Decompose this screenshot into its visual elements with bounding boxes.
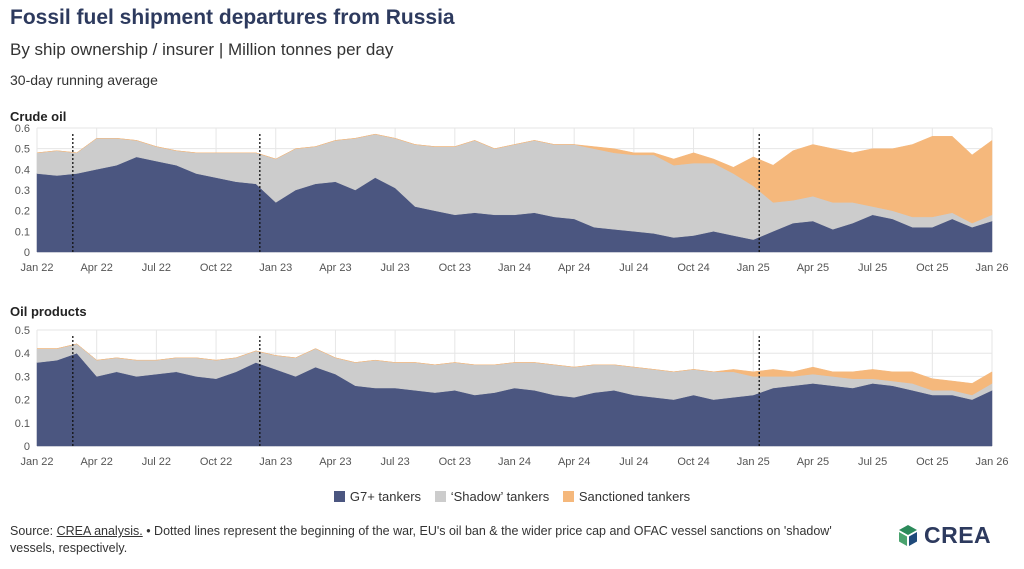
crude-chart: Jan 22 Apr 22 Jul 22 Oct 22 Jan 23 Apr 23 Jul … xyxy=(15,123,1009,274)
crude-x-tick-label: Apr 25 xyxy=(797,262,829,274)
crea-logo-text: CREA xyxy=(924,522,992,548)
products-x-tick-label: Oct 25 xyxy=(916,456,948,468)
products-x-tick-label: Oct 23 xyxy=(439,456,471,468)
crude-x-tick-label: Apr 22 xyxy=(80,262,112,274)
products-x-tick-label: Apr 24 xyxy=(558,456,590,468)
legend-item-shadow: ‘Shadow’ tankers xyxy=(434,489,550,504)
legend-item-g7: G7+ tankers xyxy=(333,489,422,504)
products-y-tick-label: 0.2 xyxy=(15,395,30,407)
chart-title: Fossil fuel shipment departures from Rus… xyxy=(10,6,455,29)
chart-note: 30-day running average xyxy=(10,72,158,88)
products-y-tick-label: 0.5 xyxy=(15,325,30,337)
crude-x-tick-label: Jan 23 xyxy=(259,262,292,274)
crude-y-tick-label: 0.4 xyxy=(15,164,30,176)
crude-y-tick-label: 0.5 xyxy=(15,144,30,156)
legend-label-shadow: ‘Shadow’ tankers xyxy=(450,489,550,504)
chart-subtitle: By ship ownership / insurer | Million to… xyxy=(10,40,394,59)
crude-x-tick-label: Apr 23 xyxy=(319,262,351,274)
crude-x-tick-label: Jul 22 xyxy=(142,262,171,274)
source-link[interactable]: CREA analysis. xyxy=(56,524,143,538)
crude-x-tick-label: Oct 22 xyxy=(200,262,232,274)
crude-x-tick-label: Jul 24 xyxy=(619,262,648,274)
crude-x-tick-label: Oct 23 xyxy=(439,262,471,274)
products-x-tick-label: Oct 24 xyxy=(677,456,709,468)
products-x-tick-label: Apr 23 xyxy=(319,456,351,468)
crea-logo: CREA xyxy=(896,522,991,549)
products-x-tick-label: Apr 22 xyxy=(80,456,112,468)
products-x-tick-label: Jul 23 xyxy=(380,456,409,468)
products-x-tick-label: Jan 24 xyxy=(498,456,531,468)
legend-swatch-g7 xyxy=(333,491,345,502)
legend: G7+ tankers ‘Shadow’ tankers Sanctioned … xyxy=(0,489,1024,504)
products-x-tick-label: Apr 25 xyxy=(797,456,829,468)
crude-x-tick-label: Jan 22 xyxy=(20,262,53,274)
crude-y-tick-label: 0.3 xyxy=(15,185,30,197)
crea-logo-icon xyxy=(899,524,917,546)
products-chart: Jan 22 Apr 22 Jul 22 Oct 22 Jan 23 Apr 23 Jul … xyxy=(15,325,1009,468)
crude-y-tick-label: 0.2 xyxy=(15,206,30,218)
crude-x-tick-label: Jan 25 xyxy=(737,262,770,274)
products-y-tick-label: 0.1 xyxy=(15,418,30,430)
products-area-sanctioned xyxy=(37,343,993,396)
crude-x-tick-label: Apr 24 xyxy=(558,262,590,274)
crude-y-tick-label: 0.1 xyxy=(15,226,30,238)
crude-x-tick-label: Oct 25 xyxy=(916,262,948,274)
products-x-tick-label: Jan 25 xyxy=(737,456,770,468)
products-y-tick-label: 0.4 xyxy=(15,348,30,360)
products-y-tick-label: 0 xyxy=(24,441,30,453)
products-x-tick-label: Jan 23 xyxy=(259,456,292,468)
products-x-tick-label: Jul 24 xyxy=(619,456,648,468)
footer-text: • Dotted lines represent the beginning o… xyxy=(10,524,832,555)
crude-x-tick-label: Jan 24 xyxy=(498,262,531,274)
stacked-area-charts: Jan 22 Apr 22 Jul 22 Oct 22 Jan 23 Apr 23 Jul … xyxy=(15,123,1009,468)
products-x-tick-label: Oct 22 xyxy=(200,456,232,468)
crude-x-tick-label: Jul 23 xyxy=(380,262,409,274)
crude-x-tick-label: Oct 24 xyxy=(677,262,709,274)
crude-x-tick-label: Jul 25 xyxy=(858,262,887,274)
legend-label-g7: G7+ tankers xyxy=(349,489,422,504)
footer-note: Source: CREA analysis. • Dotted lines re… xyxy=(10,523,850,557)
crude-y-tick-label: 0 xyxy=(24,247,30,259)
crude-area-sanctioned xyxy=(36,133,993,224)
oil-products-panel-title: Oil products xyxy=(10,304,87,319)
crude-oil-panel-title: Crude oil xyxy=(10,109,67,124)
legend-label-sanctioned: Sanctioned tankers xyxy=(578,489,691,504)
products-x-tick-label: Jul 25 xyxy=(858,456,887,468)
crude-y-tick-label: 0.6 xyxy=(15,123,30,135)
source-label: Source: xyxy=(10,524,57,538)
products-x-tick-label: Jan 26 xyxy=(975,456,1008,468)
products-x-tick-label: Jul 22 xyxy=(142,456,171,468)
legend-swatch-shadow xyxy=(434,491,446,502)
products-y-tick-label: 0.3 xyxy=(15,371,30,383)
legend-swatch-sanctioned xyxy=(562,491,574,502)
crude-x-tick-label: Jan 26 xyxy=(975,262,1008,274)
legend-item-sanctioned: Sanctioned tankers xyxy=(562,489,691,504)
products-x-tick-label: Jan 22 xyxy=(20,456,53,468)
